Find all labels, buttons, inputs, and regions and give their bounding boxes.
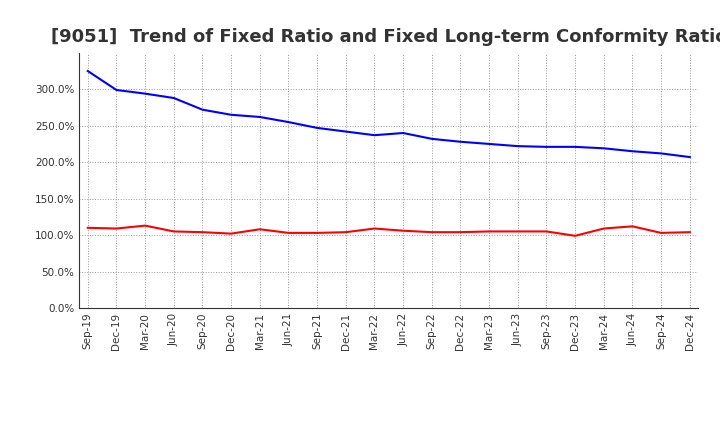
Fixed Long-term Conformity Ratio xyxy=(456,230,465,235)
Fixed Ratio xyxy=(370,132,379,138)
Title: [9051]  Trend of Fixed Ratio and Fixed Long-term Conformity Ratio: [9051] Trend of Fixed Ratio and Fixed Lo… xyxy=(50,28,720,46)
Fixed Ratio xyxy=(141,91,150,96)
Fixed Long-term Conformity Ratio xyxy=(112,226,121,231)
Fixed Long-term Conformity Ratio xyxy=(428,230,436,235)
Fixed Ratio xyxy=(112,88,121,93)
Fixed Long-term Conformity Ratio xyxy=(657,230,665,235)
Fixed Ratio xyxy=(628,149,636,154)
Fixed Ratio xyxy=(456,139,465,144)
Fixed Ratio xyxy=(312,125,321,131)
Fixed Long-term Conformity Ratio xyxy=(198,230,207,235)
Fixed Ratio xyxy=(256,114,264,120)
Fixed Ratio xyxy=(657,151,665,156)
Fixed Long-term Conformity Ratio xyxy=(542,229,551,234)
Line: Fixed Long-term Conformity Ratio: Fixed Long-term Conformity Ratio xyxy=(88,226,690,236)
Fixed Long-term Conformity Ratio xyxy=(227,231,235,236)
Fixed Ratio xyxy=(428,136,436,142)
Fixed Long-term Conformity Ratio xyxy=(628,224,636,229)
Fixed Ratio xyxy=(227,112,235,117)
Fixed Ratio xyxy=(513,143,522,149)
Fixed Ratio xyxy=(571,144,580,150)
Fixed Ratio xyxy=(600,146,608,151)
Fixed Long-term Conformity Ratio xyxy=(84,225,92,231)
Fixed Long-term Conformity Ratio xyxy=(685,230,694,235)
Fixed Ratio xyxy=(198,107,207,112)
Fixed Long-term Conformity Ratio xyxy=(600,226,608,231)
Fixed Long-term Conformity Ratio xyxy=(513,229,522,234)
Fixed Long-term Conformity Ratio xyxy=(485,229,493,234)
Fixed Ratio xyxy=(169,95,178,101)
Fixed Ratio xyxy=(485,141,493,147)
Fixed Ratio xyxy=(685,154,694,160)
Fixed Long-term Conformity Ratio xyxy=(312,230,321,235)
Line: Fixed Ratio: Fixed Ratio xyxy=(88,71,690,157)
Fixed Long-term Conformity Ratio xyxy=(284,230,293,235)
Fixed Long-term Conformity Ratio xyxy=(341,230,350,235)
Fixed Ratio xyxy=(84,68,92,73)
Fixed Long-term Conformity Ratio xyxy=(571,233,580,238)
Fixed Long-term Conformity Ratio xyxy=(256,227,264,232)
Fixed Long-term Conformity Ratio xyxy=(370,226,379,231)
Fixed Long-term Conformity Ratio xyxy=(141,223,150,228)
Fixed Ratio xyxy=(284,119,293,125)
Fixed Ratio xyxy=(341,129,350,134)
Fixed Long-term Conformity Ratio xyxy=(169,229,178,234)
Fixed Long-term Conformity Ratio xyxy=(399,228,408,233)
Fixed Ratio xyxy=(399,130,408,136)
Fixed Ratio xyxy=(542,144,551,150)
